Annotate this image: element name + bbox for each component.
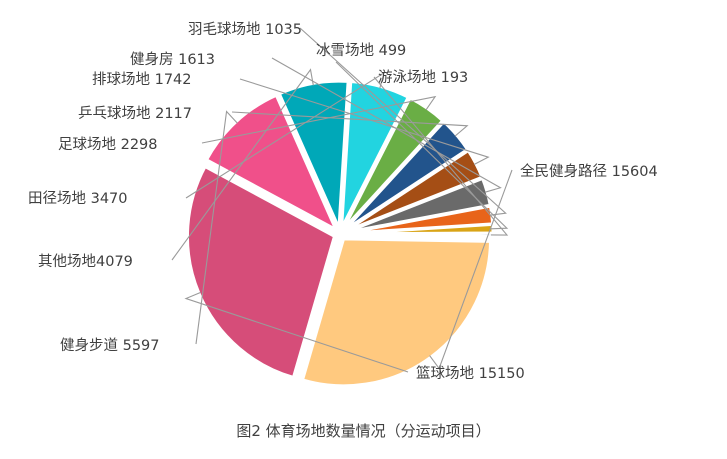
slice-label-2: 健身步道 5597 <box>60 337 160 354</box>
leader-line-3 <box>171 68 314 261</box>
slice-label-10: 冰雪场地 499 <box>316 42 406 59</box>
leader-line-2 <box>195 110 238 345</box>
leader-line-1 <box>184 291 409 373</box>
slice-label-9: 羽毛球场地 1035 <box>188 21 302 38</box>
slice-label-11: 游泳场地 193 <box>378 69 468 86</box>
slice-label-6: 乒乓球场地 2117 <box>78 105 192 122</box>
pie-chart: 全民健身路径 15604 篮球场地 15150 健身步道 5597 其他场地4079 田… <box>28 21 658 388</box>
pie-slice-0 <box>300 237 493 388</box>
leader-line-4 <box>185 71 385 199</box>
leader-line-0 <box>429 169 513 370</box>
leader-line-9 <box>299 27 507 216</box>
pie-slices <box>185 79 495 388</box>
leader-line-6 <box>231 111 469 137</box>
slice-label-4: 田径场地 3470 <box>28 190 128 207</box>
slice-label-3: 其他场地4079 <box>38 253 133 270</box>
leader-line-7 <box>239 78 490 166</box>
leader-lines <box>171 27 513 373</box>
slice-label-0: 全民健身路径 15604 <box>520 162 658 180</box>
slice-labels: 全民健身路径 15604 篮球场地 15150 健身步道 5597 其他场地4079 田… <box>28 21 658 382</box>
leader-line-10 <box>335 61 509 230</box>
slice-label-5: 足球场地 2298 <box>58 136 158 153</box>
slice-label-8: 健身房 1613 <box>130 51 215 68</box>
pie-slice-11 <box>345 231 495 239</box>
leader-line-8 <box>271 57 502 193</box>
slice-label-7: 排球场地 1742 <box>92 71 192 88</box>
slice-label-1: 篮球场地 15150 <box>416 364 525 382</box>
leader-line-5 <box>201 95 437 144</box>
chart-caption: 图2 体育场地数量情况（分运动项目） <box>236 422 491 440</box>
leader-line-11 <box>373 76 509 236</box>
